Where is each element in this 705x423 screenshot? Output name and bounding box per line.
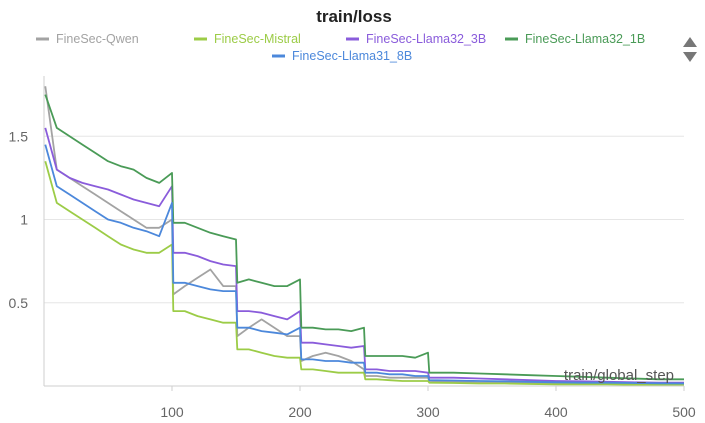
legend-label: FineSec-Llama32_3B: [366, 32, 486, 46]
legend-item[interactable]: FineSec-Llama32_3B: [346, 32, 486, 46]
legend-item[interactable]: FineSec-Qwen: [36, 32, 139, 46]
legend: FineSec-Qwen FineSec-Mistral FineSec-Llama…: [36, 32, 645, 63]
series-layer: [44, 86, 685, 386]
series-line-1: [44, 160, 684, 386]
chart-title: train/loss: [316, 7, 392, 26]
series-line-3: [44, 94, 684, 381]
legend-label: FineSec-Llama31_8B: [292, 49, 412, 63]
x-tick-label: 300: [416, 404, 440, 420]
legend-item[interactable]: FineSec-Mistral: [194, 32, 301, 46]
y-tick-label: 0.5: [9, 295, 29, 311]
y-tick-label: 1: [20, 212, 28, 228]
legend-label: FineSec-Qwen: [56, 32, 139, 46]
x-tick-label: 500: [672, 404, 696, 420]
x-tick-label: 400: [544, 404, 568, 420]
legend-label: FineSec-Llama32_1B: [525, 32, 645, 46]
legend-item[interactable]: FineSec-Llama31_8B: [272, 49, 412, 63]
x-axis-title: train/global_step: [564, 367, 674, 384]
y-tick-label: 1.5: [9, 128, 29, 144]
grid: [44, 135, 684, 304]
legend-scroll-down-icon[interactable]: [683, 52, 697, 62]
x-tick-label: 100: [160, 404, 184, 420]
x-tick-label: 200: [288, 404, 312, 420]
axes: 0.5 1 1.5 100 200 300 400 500: [9, 76, 696, 420]
legend-item[interactable]: FineSec-Llama32_1B: [505, 32, 645, 46]
legend-scroll-up-icon[interactable]: [683, 37, 697, 47]
series-line-4: [44, 144, 685, 385]
legend-label: FineSec-Mistral: [214, 32, 301, 46]
